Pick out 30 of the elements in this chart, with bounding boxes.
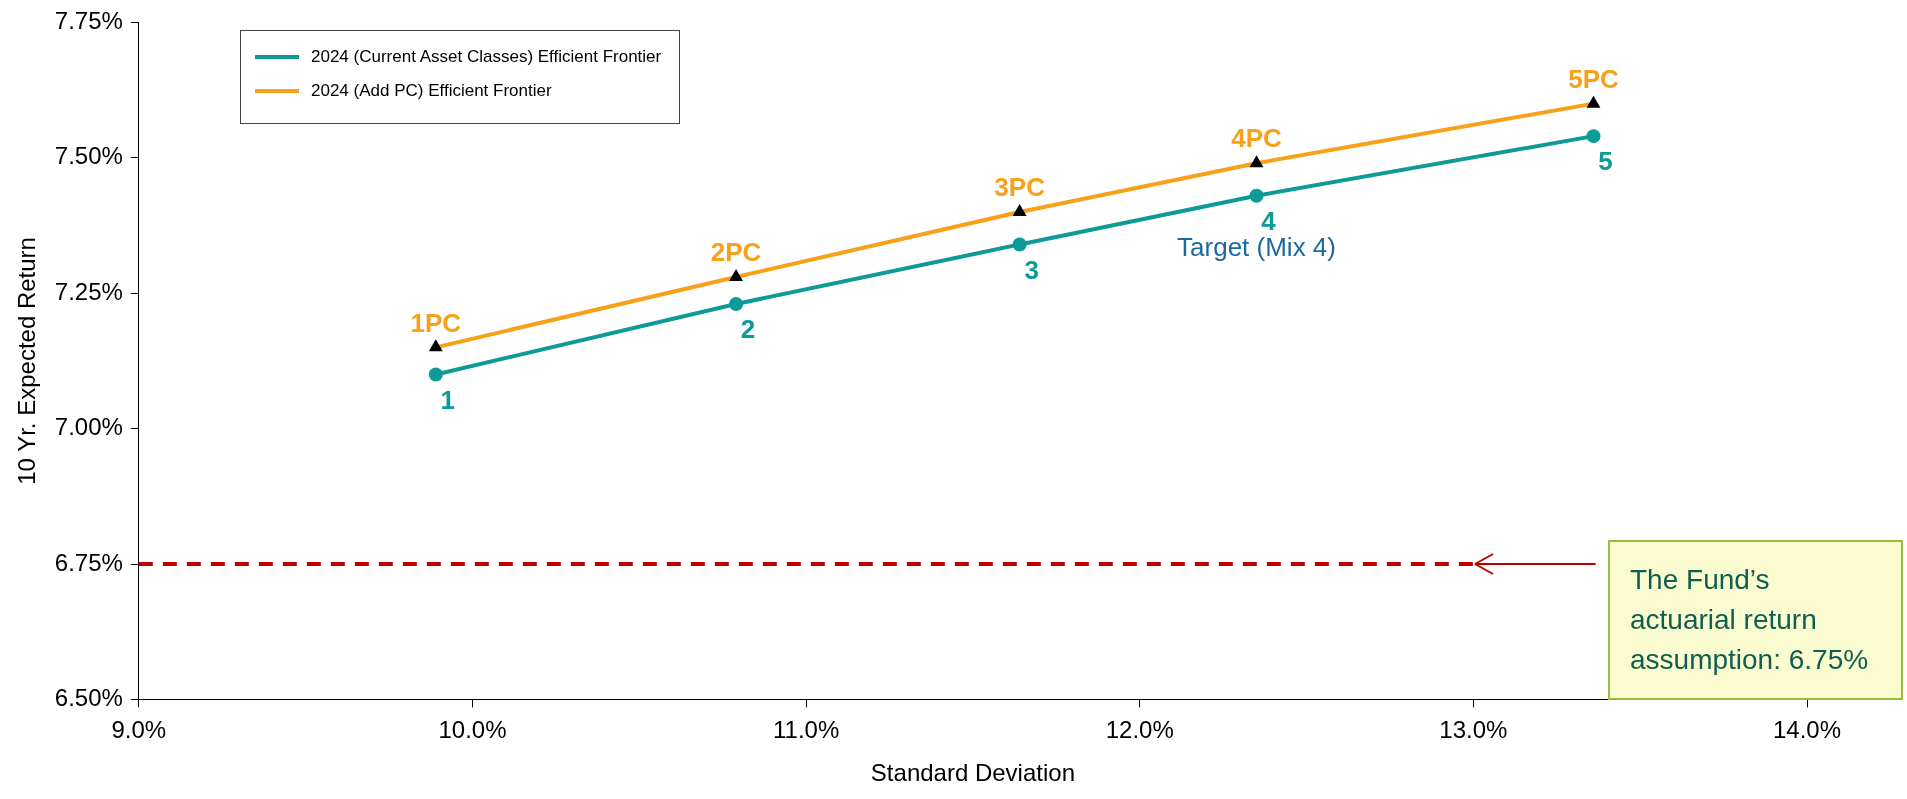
x-tick-label: 11.0% [772,716,840,744]
annotation: 5 [1598,146,1613,177]
y-tick-label: 6.75% [54,548,123,576]
point [1012,237,1027,252]
legend-label: 2024 (Add PC) Efficient Frontier [311,81,552,101]
y-tick-label: 7.25% [54,277,123,305]
annotation: 3PC [994,172,1046,203]
point [428,367,443,382]
legend-label: 2024 (Current Asset Classes) Efficient Frontier [311,47,662,67]
y-tick-label: 7.50% [54,142,123,170]
x-axis-title: Standard Deviation [870,759,1075,787]
point [729,297,744,312]
x-tick-label: 14.0% [1772,716,1842,744]
x-tick-label: 9.0% [111,716,167,744]
y-axis-title: 10 Yr. Expected Return [13,237,41,485]
annotation: 2 [740,314,756,345]
annotation: 5PC [1568,63,1619,94]
annotation: 4PC [1231,123,1283,154]
annotation: 1PC [410,307,462,338]
annotation: 2PC [710,237,762,268]
annotation: 3 [1024,254,1039,285]
annotation: The Fund’s actuarial return assumption: 6.75% [1608,540,1903,700]
x-tick-label: 12.0% [1105,716,1174,744]
y-tick-label: 7.00% [54,413,123,441]
y-tick-label: 7.75% [54,7,123,35]
x-tick-label: 13.0% [1439,716,1508,744]
y-tick-label: 6.50% [54,684,123,712]
annotation: 1 [440,384,456,415]
x-tick-label: 10.0% [438,716,507,744]
point [1249,188,1264,203]
